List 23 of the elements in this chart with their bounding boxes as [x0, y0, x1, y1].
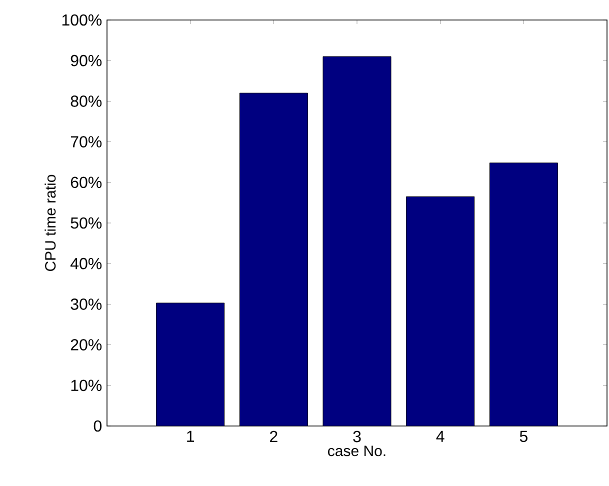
y-tick-label: 60% — [70, 176, 102, 188]
bar — [240, 93, 308, 426]
bar — [489, 162, 558, 426]
y-tick-label: 70% — [70, 136, 102, 148]
x-tick-label: 4 — [436, 430, 444, 442]
x-axis-title: case No. — [328, 446, 386, 456]
bar — [323, 56, 392, 426]
x-tick-label: 1 — [187, 430, 194, 442]
x-tick-label: 2 — [270, 430, 278, 442]
y-tick-label: 0 — [94, 420, 102, 432]
y-tick-label: 10% — [71, 380, 102, 392]
y-tick-label: 80% — [70, 96, 102, 107]
bar — [406, 196, 474, 426]
y-tick-label: 50% — [70, 217, 102, 229]
y-tick-label: 40% — [70, 258, 102, 270]
bar — [156, 302, 224, 426]
x-tick-label: 5 — [520, 430, 528, 442]
y-tick-label: 30% — [70, 298, 102, 310]
y-tick-label: 100% — [62, 14, 102, 26]
y-tick-label: 20% — [70, 339, 102, 350]
x-tick-label: 3 — [353, 430, 361, 442]
y-axis-title: CPU time ratio — [44, 174, 56, 271]
y-tick-label: 90% — [70, 54, 102, 66]
